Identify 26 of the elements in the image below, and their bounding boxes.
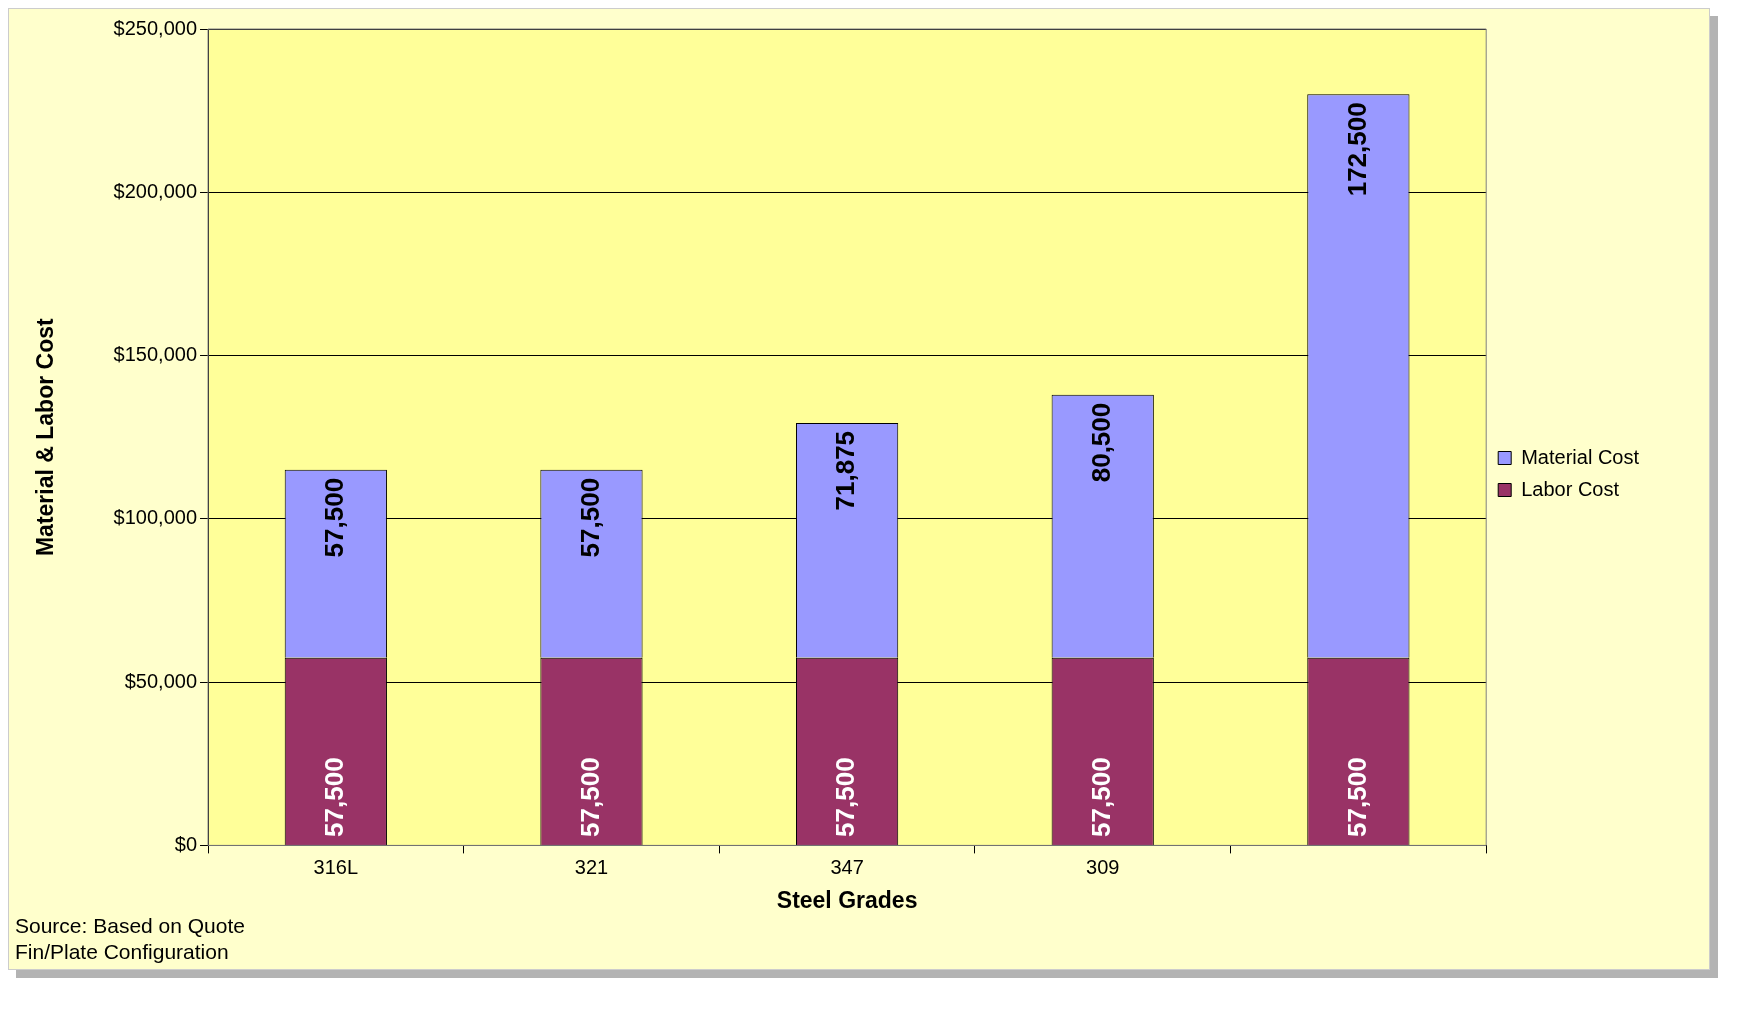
x-axis-title: Steel Grades: [776, 886, 918, 913]
y-tick-label: $150,000: [113, 343, 198, 366]
data-label: 57,500: [830, 757, 861, 837]
y-axis-title: Material & Labor Cost: [32, 318, 59, 557]
legend-label: Material Cost: [1521, 445, 1640, 468]
source-note: Source: Based on Quote: [15, 913, 245, 939]
y-tick-label: $0: [174, 832, 198, 855]
y-tick-label: $50,000: [124, 669, 198, 692]
data-label: 57,500: [1085, 757, 1116, 837]
data-label: 57,500: [1341, 757, 1372, 837]
data-label: 57,500: [319, 477, 350, 558]
x-tick-label: 347: [830, 855, 864, 878]
y-tick-label: $250,000: [113, 16, 198, 39]
data-label: 57,500: [574, 477, 605, 558]
data-label: 172,500: [1341, 102, 1372, 197]
data-label: 80,500: [1085, 402, 1116, 483]
x-tick-label: 309: [1086, 855, 1120, 878]
y-tick-label: $100,000: [113, 506, 198, 529]
y-tick-label: $200,000: [113, 179, 198, 202]
x-tick-label: 321: [574, 855, 609, 878]
x-tick-label: 316L: [313, 855, 359, 878]
data-label: 57,500: [574, 757, 605, 837]
legend-label: Labor Cost: [1521, 477, 1620, 500]
text: Fin/Plate Configuration: [15, 939, 230, 965]
data-label: 57,500: [319, 757, 350, 837]
data-label: 71,875: [830, 430, 861, 511]
